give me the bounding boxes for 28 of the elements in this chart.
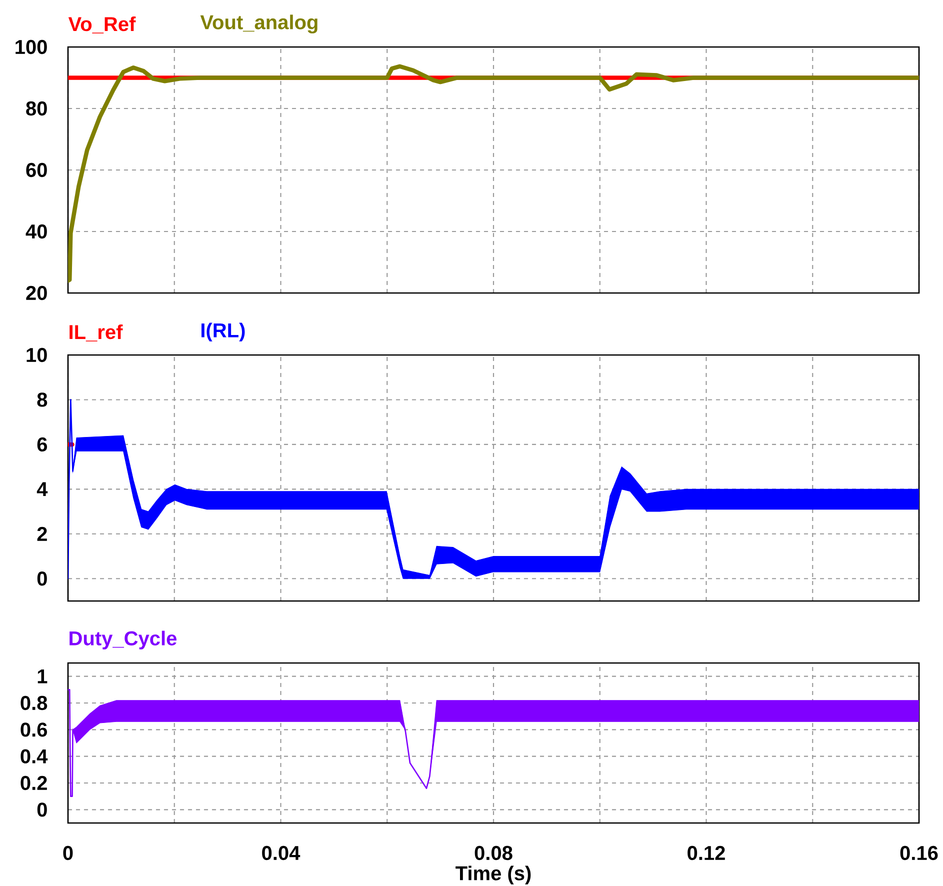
y-tick-label: 0.2 (20, 776, 47, 790)
text: I(RL) (202, 322, 245, 342)
x-tick-label: 0 (63, 846, 73, 860)
text: Duty_Cycle (70, 630, 176, 650)
y-tick-label: 6 (37, 437, 48, 452)
y-tick-label: 10 (26, 348, 47, 362)
y-tick-label: 40 (26, 224, 47, 239)
text: Vo_Ref (68, 16, 136, 34)
y-tick-label: 0.8 (20, 696, 48, 710)
y-tick-label: 2 (37, 526, 47, 541)
y-tick-label: 0.4 (20, 749, 48, 764)
y-tick-label: 20 (26, 286, 47, 300)
text: Vout_analog (200, 14, 318, 34)
y-tick-label: 0.6 (20, 722, 48, 737)
y-tick-label: 1 (38, 669, 48, 684)
y-tick-label: 0 (37, 802, 47, 817)
x-tick-label: 0.08 (474, 846, 512, 860)
x-tick-label: 0.04 (262, 846, 300, 860)
y-tick-label: 60 (26, 162, 47, 178)
y-tick-label: 100 (16, 40, 47, 54)
x-tick-label: 0.16 (900, 846, 938, 860)
x-axis-title: Time (s) (456, 866, 531, 884)
y-tick-label: 80 (26, 101, 47, 116)
x-tick-label: 0.12 (688, 846, 725, 860)
y-tick-label: 8 (37, 392, 48, 407)
y-tick-label: 4 (36, 482, 48, 496)
text: IL_ref (70, 324, 123, 342)
y-tick-label: 0 (37, 572, 47, 586)
